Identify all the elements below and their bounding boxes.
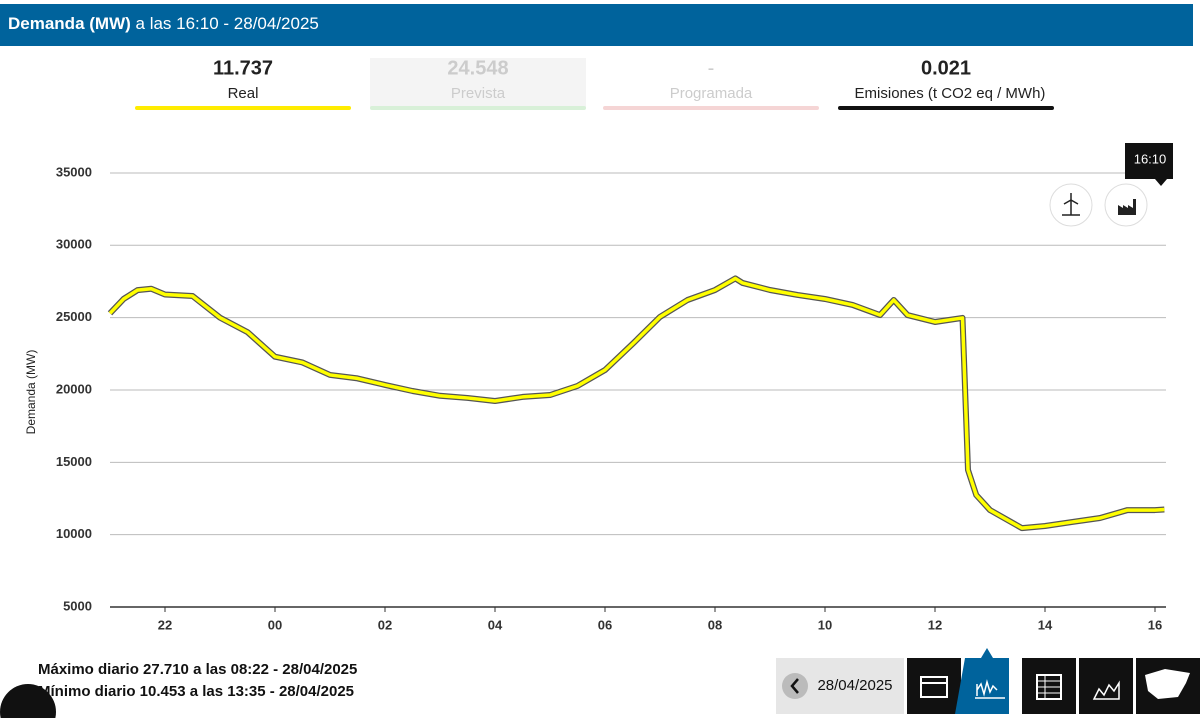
y-axis-title: Demanda (MW) xyxy=(24,350,38,435)
chat-button[interactable] xyxy=(0,684,56,718)
daily-max: Máximo diario 27.710 a las 08:22 - 28/04… xyxy=(38,661,357,678)
wind-button[interactable] xyxy=(1049,183,1093,227)
stat-value: - xyxy=(708,57,715,79)
x-tick-label: 12 xyxy=(928,617,942,632)
stat-underline xyxy=(838,106,1054,110)
x-tick-label: 14 xyxy=(1038,617,1053,632)
x-tick-label: 10 xyxy=(818,617,832,632)
prev-icon xyxy=(790,678,799,694)
stat-underline xyxy=(370,106,586,110)
stat-value: 0.021 xyxy=(921,57,971,79)
stat-bg xyxy=(370,58,586,108)
header: Demanda (MW) a las 16:10 - 28/04/2025 xyxy=(8,14,319,33)
stat-value: 11.737 xyxy=(213,57,273,79)
y-tick-label: 10000 xyxy=(56,526,92,541)
stat-value: 24.548 xyxy=(447,57,508,79)
date: 28/04/2025 xyxy=(817,677,892,694)
stat-label: Real xyxy=(228,85,259,102)
y-tick-label: 15000 xyxy=(56,454,92,469)
daily-min: Mínimo diario 10.453 a las 13:35 - 28/04… xyxy=(38,683,354,700)
chart-view-button[interactable] xyxy=(955,648,1009,714)
y-tick-label: 5000 xyxy=(63,598,92,613)
header-subtitle: a las 16:10 - 28/04/2025 xyxy=(136,14,319,33)
y-tick-label: 20000 xyxy=(56,381,92,396)
table-view-button[interactable] xyxy=(1022,658,1076,714)
stat-label: Emisiones (t CO2 eq / MWh) xyxy=(855,85,1046,102)
x-tick-label: 08 xyxy=(708,617,722,632)
factory-button[interactable] xyxy=(1104,183,1148,227)
plot: 5000 10000 15000 20000 25000 30000 35000 22 00 02… xyxy=(56,164,1166,632)
x-tick-label: 06 xyxy=(598,617,612,632)
prev-button[interactable] xyxy=(782,673,808,699)
area-view-button[interactable] xyxy=(1079,658,1133,714)
tooltip: 16:10 xyxy=(1134,151,1167,166)
stat-label: Prevista xyxy=(451,85,506,102)
y-tick-label: 30000 xyxy=(56,237,92,252)
x-tick-label: 00 xyxy=(268,617,282,632)
y-tick-label: 25000 xyxy=(56,309,92,324)
x-tick-label: 16 xyxy=(1148,617,1162,632)
stat-label: Programada xyxy=(670,85,753,102)
x-tick-label: 02 xyxy=(378,617,392,632)
x-tick-label: 22 xyxy=(158,617,172,632)
map-button[interactable] xyxy=(1136,658,1200,714)
line xyxy=(108,276,1165,530)
stat[interactable]: - Programada xyxy=(603,57,819,110)
y-tick-label: 35000 xyxy=(56,164,92,179)
stat[interactable]: 11.737 Real xyxy=(135,57,351,110)
line-outline xyxy=(107,275,1165,532)
stat[interactable]: 24.548 Prevista xyxy=(370,57,586,110)
tooltip-box xyxy=(1125,143,1173,186)
header-bar xyxy=(0,4,1193,46)
x-tick-label: 04 xyxy=(488,617,503,632)
stat[interactable]: 0.021 Emisiones (t CO2 eq / MWh) xyxy=(838,57,1054,110)
stat-underline xyxy=(603,106,819,110)
header-title: Demanda (MW) xyxy=(8,14,131,33)
calendar-button[interactable] xyxy=(907,658,961,714)
stat-underline xyxy=(135,106,351,110)
